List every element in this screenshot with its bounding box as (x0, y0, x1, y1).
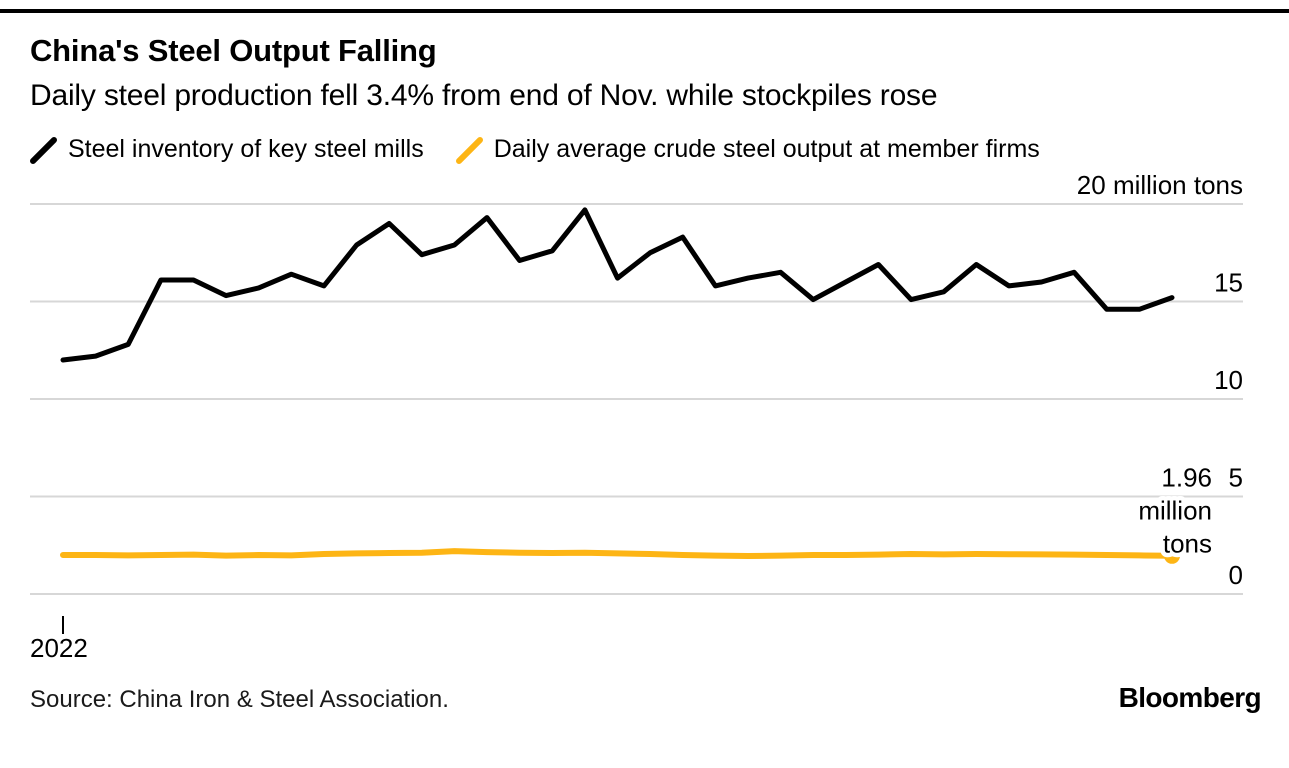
annotation-line: tons (1163, 529, 1212, 559)
y-axis-tick-label: 10 (1214, 365, 1243, 395)
series-line-1 (60, 548, 1175, 559)
legend-label-output: Daily average crude steel output at memb… (493, 135, 1040, 163)
legend: Steel inventory of key steel mills Daily… (30, 135, 1259, 164)
bloomberg-chart-card: China's Steel Output Falling Daily steel… (0, 9, 1289, 768)
swatch-stroke (455, 136, 483, 164)
swatch-stroke (30, 136, 57, 164)
top-rule (0, 9, 1289, 13)
legend-item-output: Daily average crude steel output at memb… (455, 135, 1040, 164)
y-axis-tick-label: 5 (1229, 463, 1243, 493)
annotation-line: million (1138, 496, 1212, 526)
annotation-line: 1.96 (1161, 463, 1212, 493)
y-axis-tick-label: 20 million tons (1077, 170, 1243, 200)
bloomberg-logo: Bloomberg (1118, 682, 1262, 713)
x-axis-label: 2022 (30, 633, 88, 663)
source-note: Source: China Iron & Steel Association. (30, 686, 449, 713)
y-axis-tick-label: 0 (1229, 560, 1243, 590)
yellow-line-swatch-icon (455, 136, 483, 164)
series-line-0 (60, 207, 1175, 363)
chart-subtitle: Daily steel production fell 3.4% from en… (30, 79, 938, 112)
black-line-swatch-icon (30, 136, 57, 164)
chart-title: China's Steel Output Falling (30, 33, 437, 68)
series-end-dot (1164, 547, 1180, 564)
legend-item-inventory: Steel inventory of key steel mills (30, 135, 424, 164)
chart-footer: Source: China Iron & Steel Association. … (30, 682, 1262, 714)
legend-label-inventory: Steel inventory of key steel mills (68, 135, 424, 163)
y-axis-tick-label: 15 (1214, 268, 1243, 298)
